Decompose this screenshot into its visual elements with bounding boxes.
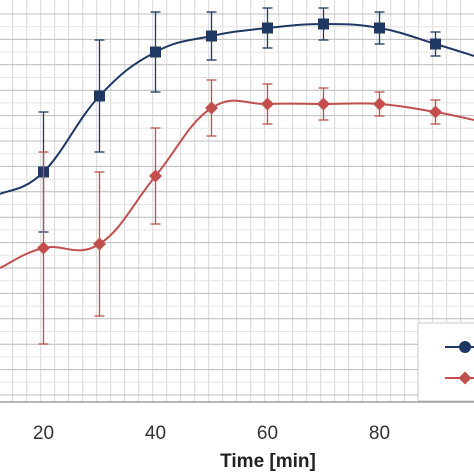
data-point xyxy=(318,18,329,30)
legend xyxy=(417,322,474,402)
x-tick-label: 80 xyxy=(369,423,390,444)
x-tick-label: 40 xyxy=(145,423,166,444)
data-point xyxy=(317,97,330,111)
series-layer xyxy=(0,7,474,345)
data-point xyxy=(205,101,218,115)
data-point xyxy=(429,105,442,119)
x-tick-label: 20 xyxy=(33,423,54,444)
series-line xyxy=(0,22,474,195)
data-point xyxy=(261,97,274,111)
data-point xyxy=(206,30,217,42)
legend-marker xyxy=(458,371,472,385)
series-1 xyxy=(0,7,474,233)
data-point xyxy=(373,97,386,111)
data-point xyxy=(150,46,161,58)
grid xyxy=(0,0,474,402)
axes: 20 40 60 80 xyxy=(0,401,474,444)
data-point xyxy=(37,241,50,255)
legend-marker xyxy=(459,341,471,353)
data-point xyxy=(149,169,162,183)
series-2 xyxy=(0,79,474,345)
legend-entry-1 xyxy=(445,341,474,353)
legend-entry-2 xyxy=(445,371,474,385)
data-point xyxy=(94,90,105,102)
data-point xyxy=(93,237,106,251)
x-tick-label: 60 xyxy=(257,423,278,444)
x-axis-title: Time [min] xyxy=(220,451,316,472)
legend-box xyxy=(417,322,474,402)
data-point xyxy=(262,22,273,34)
series-line xyxy=(0,99,474,269)
data-point xyxy=(430,38,441,50)
data-point xyxy=(374,22,385,34)
